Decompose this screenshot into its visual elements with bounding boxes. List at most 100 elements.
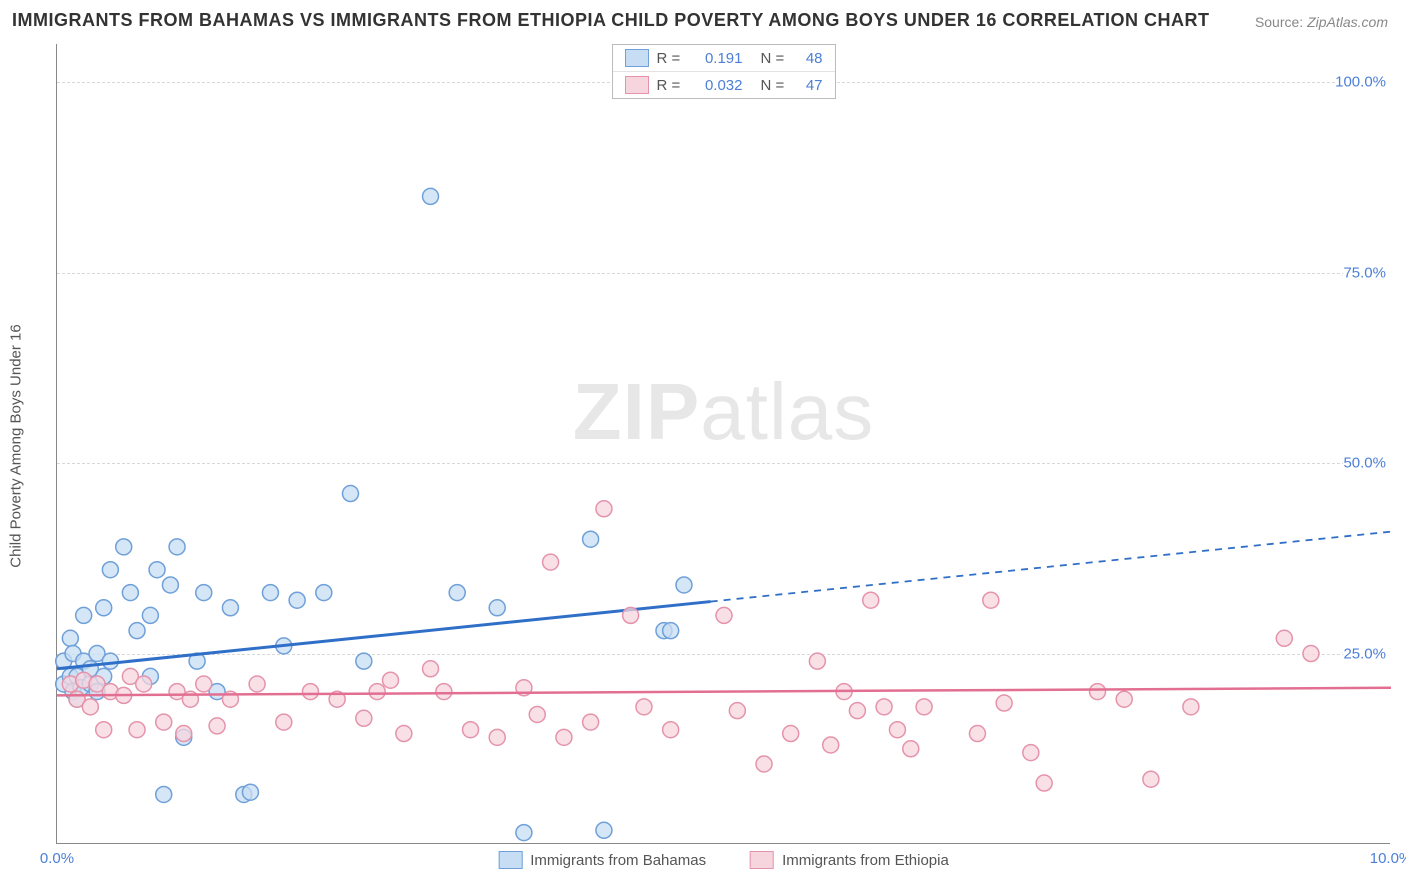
- data-point-bahamas: [262, 585, 278, 601]
- legend-correlation: R =0.191N =48R =0.032N =47: [612, 44, 836, 99]
- data-point-bahamas: [289, 592, 305, 608]
- data-point-ethiopia: [176, 726, 192, 742]
- x-tick-label: 10.0%: [1370, 850, 1406, 867]
- data-point-bahamas: [102, 653, 118, 669]
- data-point-ethiopia: [1036, 775, 1052, 791]
- data-point-ethiopia: [1143, 771, 1159, 787]
- data-point-ethiopia: [556, 729, 572, 745]
- data-point-bahamas: [663, 623, 679, 639]
- data-point-bahamas: [316, 585, 332, 601]
- legend-series-item-bahamas: Immigrants from Bahamas: [498, 851, 706, 869]
- data-point-ethiopia: [1183, 699, 1199, 715]
- data-point-ethiopia: [583, 714, 599, 730]
- data-point-bahamas: [162, 577, 178, 593]
- data-point-ethiopia: [863, 592, 879, 608]
- chart-title: IMMIGRANTS FROM BAHAMAS VS IMMIGRANTS FR…: [12, 10, 1210, 31]
- data-point-bahamas: [76, 607, 92, 623]
- data-point-ethiopia: [156, 714, 172, 730]
- source-value: ZipAtlas.com: [1307, 14, 1388, 30]
- data-point-ethiopia: [436, 684, 452, 700]
- data-point-ethiopia: [1276, 630, 1292, 646]
- data-point-ethiopia: [969, 726, 985, 742]
- data-point-bahamas: [102, 562, 118, 578]
- data-point-ethiopia: [196, 676, 212, 692]
- legend-n-value-ethiopia: 47: [797, 77, 823, 94]
- data-point-bahamas: [342, 486, 358, 502]
- data-point-bahamas: [489, 600, 505, 616]
- data-point-ethiopia: [596, 501, 612, 517]
- data-point-ethiopia: [356, 710, 372, 726]
- data-point-ethiopia: [463, 722, 479, 738]
- data-point-ethiopia: [369, 684, 385, 700]
- source-label: Source:: [1255, 14, 1303, 30]
- data-point-ethiopia: [1116, 691, 1132, 707]
- data-point-ethiopia: [996, 695, 1012, 711]
- data-point-ethiopia: [129, 722, 145, 738]
- legend-series-label-bahamas: Immigrants from Bahamas: [530, 852, 706, 869]
- data-point-ethiopia: [716, 607, 732, 623]
- data-point-ethiopia: [423, 661, 439, 677]
- data-point-ethiopia: [302, 684, 318, 700]
- scatter-svg: [57, 44, 1390, 843]
- data-point-ethiopia: [783, 726, 799, 742]
- data-point-bahamas: [596, 822, 612, 838]
- data-point-ethiopia: [823, 737, 839, 753]
- legend-series-swatch-ethiopia: [750, 851, 774, 869]
- data-point-ethiopia: [82, 699, 98, 715]
- legend-r-value-ethiopia: 0.032: [693, 77, 743, 94]
- legend-r-label: R =: [657, 77, 685, 94]
- data-point-bahamas: [116, 539, 132, 555]
- data-point-ethiopia: [1023, 745, 1039, 761]
- data-point-ethiopia: [916, 699, 932, 715]
- legend-r-value-bahamas: 0.191: [693, 50, 743, 67]
- data-point-ethiopia: [636, 699, 652, 715]
- data-point-ethiopia: [663, 722, 679, 738]
- data-point-bahamas: [449, 585, 465, 601]
- data-point-bahamas: [142, 607, 158, 623]
- data-point-ethiopia: [809, 653, 825, 669]
- data-point-bahamas: [156, 786, 172, 802]
- data-point-ethiopia: [876, 699, 892, 715]
- data-point-bahamas: [356, 653, 372, 669]
- data-point-ethiopia: [1090, 684, 1106, 700]
- data-point-ethiopia: [136, 676, 152, 692]
- legend-series: Immigrants from Bahamas Immigrants from E…: [498, 851, 949, 869]
- data-point-bahamas: [62, 630, 78, 646]
- data-point-ethiopia: [276, 714, 292, 730]
- data-point-bahamas: [129, 623, 145, 639]
- legend-swatch-ethiopia: [625, 76, 649, 94]
- plot-area: ZIPatlas 25.0%50.0%75.0%100.0% R =0.191N…: [56, 44, 1390, 844]
- data-point-ethiopia: [529, 706, 545, 722]
- data-point-ethiopia: [903, 741, 919, 757]
- data-point-bahamas: [423, 188, 439, 204]
- data-point-bahamas: [583, 531, 599, 547]
- data-point-ethiopia: [729, 703, 745, 719]
- data-point-ethiopia: [543, 554, 559, 570]
- trendline-ext-bahamas: [711, 532, 1391, 602]
- data-point-bahamas: [196, 585, 212, 601]
- legend-n-label: N =: [761, 77, 789, 94]
- y-axis-label: Child Poverty Among Boys Under 16: [8, 324, 25, 567]
- data-point-bahamas: [676, 577, 692, 593]
- data-point-ethiopia: [1303, 646, 1319, 662]
- legend-r-label: R =: [657, 50, 685, 67]
- data-point-bahamas: [96, 600, 112, 616]
- data-point-bahamas: [169, 539, 185, 555]
- data-point-ethiopia: [889, 722, 905, 738]
- data-point-ethiopia: [623, 607, 639, 623]
- data-point-bahamas: [122, 585, 138, 601]
- data-point-ethiopia: [756, 756, 772, 772]
- data-point-ethiopia: [849, 703, 865, 719]
- data-point-ethiopia: [96, 722, 112, 738]
- legend-series-item-ethiopia: Immigrants from Ethiopia: [750, 851, 949, 869]
- legend-series-label-ethiopia: Immigrants from Ethiopia: [782, 852, 949, 869]
- data-point-ethiopia: [209, 718, 225, 734]
- x-tick-label: 0.0%: [40, 850, 74, 867]
- data-point-ethiopia: [383, 672, 399, 688]
- legend-swatch-bahamas: [625, 49, 649, 67]
- data-point-ethiopia: [983, 592, 999, 608]
- data-point-ethiopia: [249, 676, 265, 692]
- legend-corr-row-ethiopia: R = 0.032 N = 47: [613, 71, 835, 98]
- data-point-bahamas: [149, 562, 165, 578]
- legend-series-swatch-bahamas: [498, 851, 522, 869]
